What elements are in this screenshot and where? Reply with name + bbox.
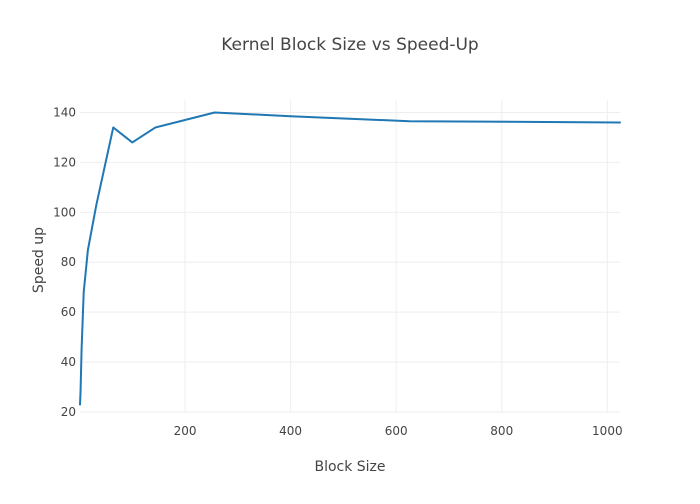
y-axis-title: Speed up (31, 227, 47, 293)
data-point[interactable] (80, 288, 88, 296)
x-tick-label: 800 (490, 424, 513, 438)
y-tick-label: 40 (61, 355, 76, 369)
x-tick-label: 1000 (592, 424, 623, 438)
y-tick-label: 80 (61, 255, 76, 269)
data-point[interactable] (77, 388, 85, 396)
data-point[interactable] (616, 118, 624, 126)
chart-title: Kernel Block Size vs Speed-Up (221, 35, 478, 55)
data-point[interactable] (76, 401, 84, 409)
y-tick-label: 120 (53, 155, 76, 169)
x-tick-label: 200 (174, 424, 197, 438)
data-point[interactable] (78, 346, 86, 354)
y-tick-label: 60 (61, 305, 76, 319)
x-tick-label: 600 (385, 424, 408, 438)
speedup-series-line (79, 111, 621, 406)
data-point[interactable] (211, 108, 219, 116)
data-point[interactable] (151, 123, 159, 131)
data-point[interactable] (92, 201, 100, 209)
x-tick-label: 400 (279, 424, 302, 438)
data-point[interactable] (287, 112, 295, 120)
data-point[interactable] (405, 117, 413, 125)
x-axis-title: Block Size (314, 459, 385, 475)
data-point[interactable] (84, 246, 92, 254)
grid (80, 100, 620, 413)
y-tick-label: 140 (53, 105, 76, 119)
y-tick-label: 20 (61, 405, 76, 419)
data-point[interactable] (109, 123, 117, 131)
y-tick-label: 100 (53, 205, 76, 219)
tick-labels: 200 400 600 800 1000 20 40 60 80 100 120 140 (53, 105, 623, 438)
series-layer (76, 108, 624, 409)
data-point[interactable] (128, 138, 136, 146)
